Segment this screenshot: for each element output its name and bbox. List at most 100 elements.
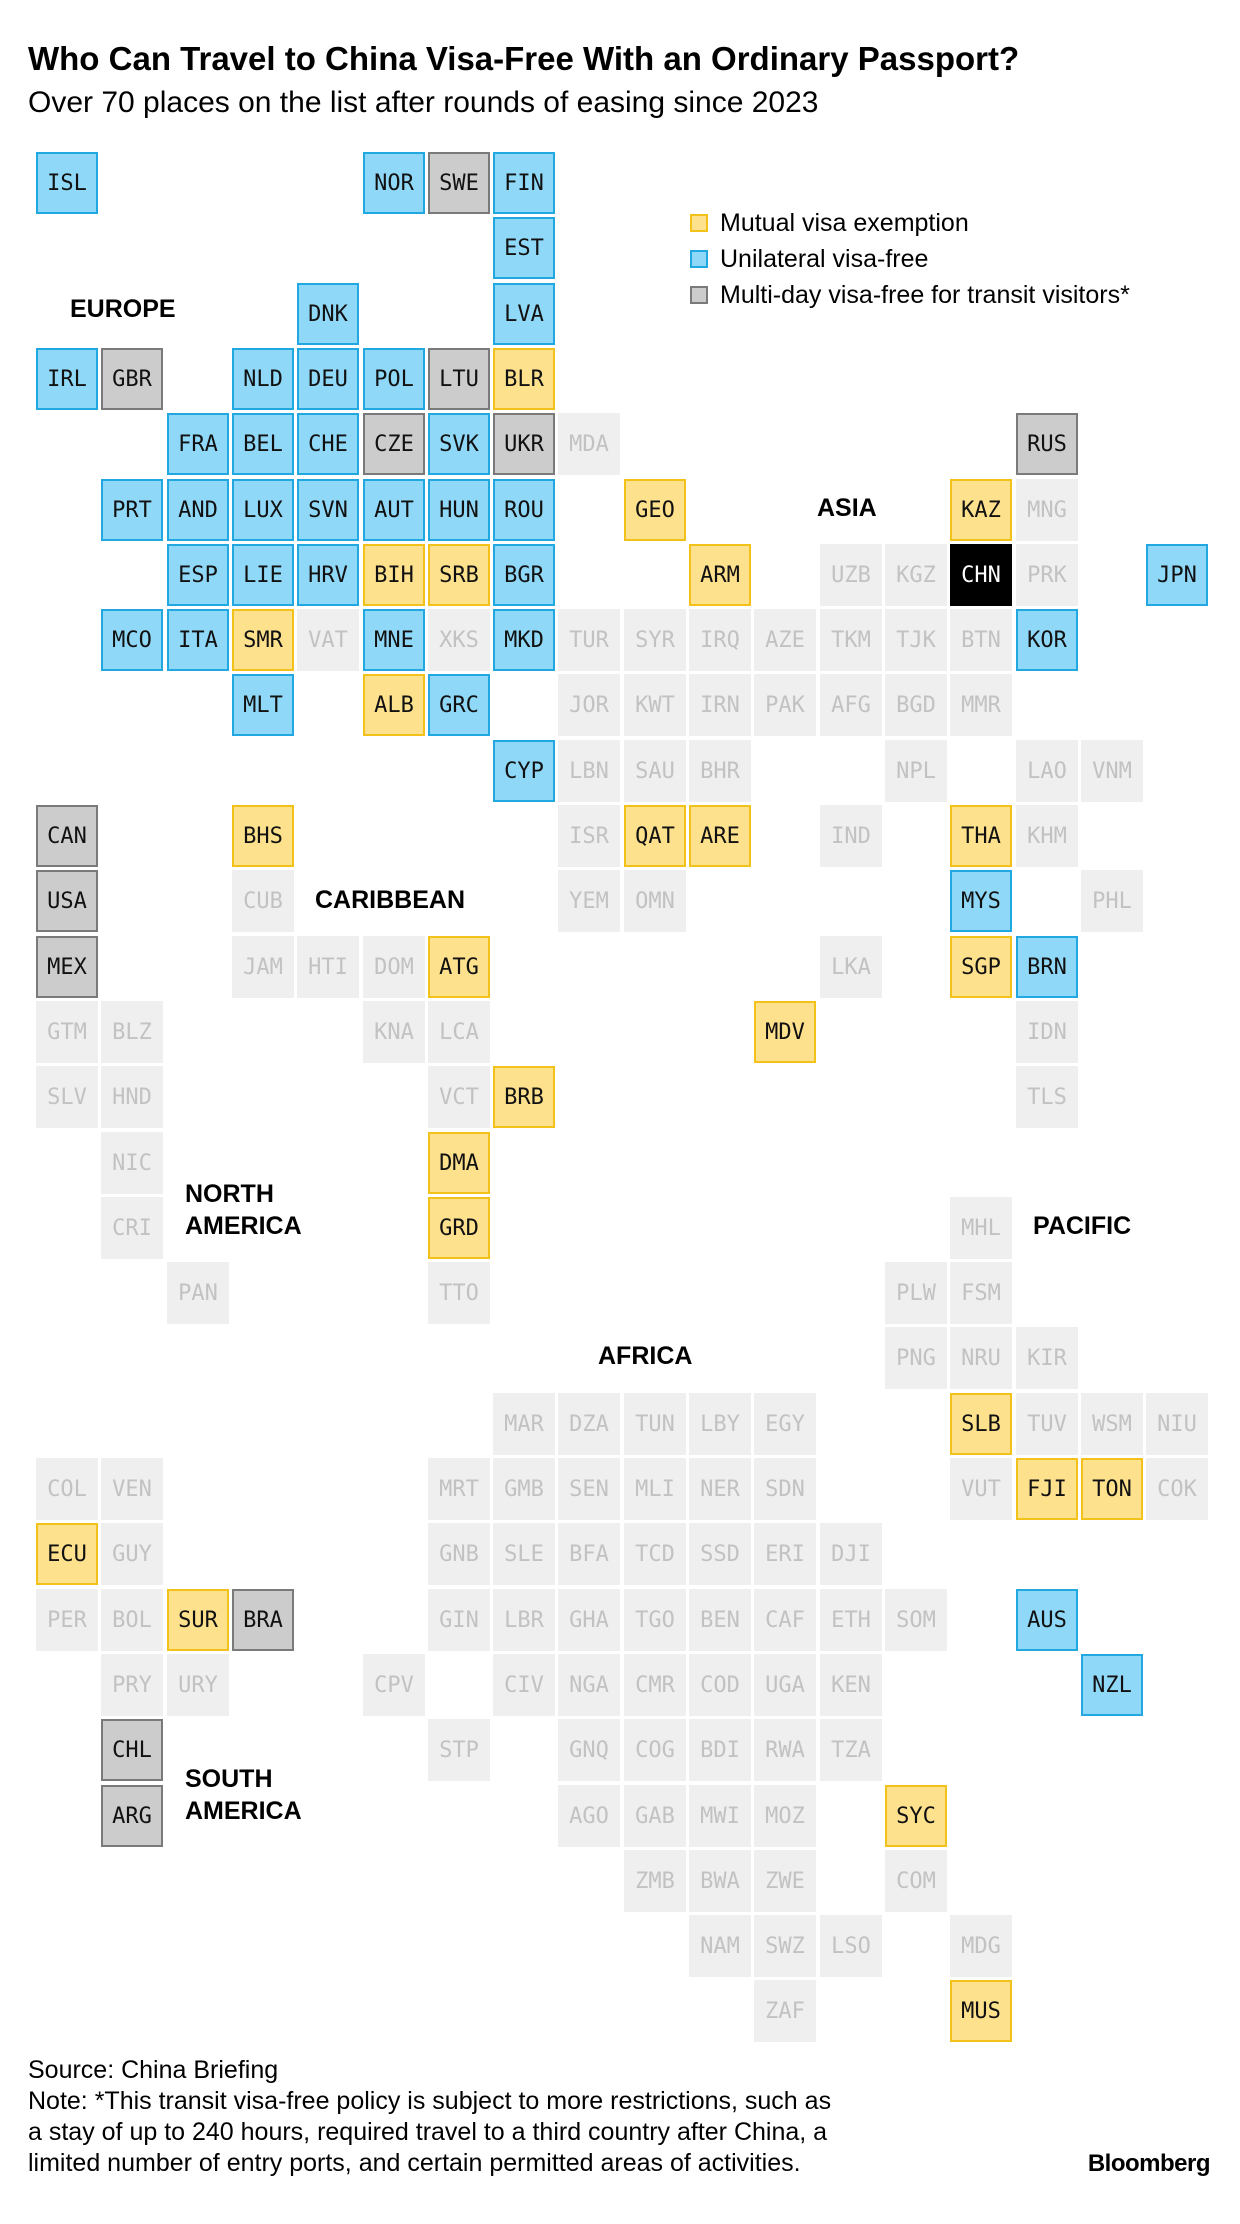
- country-tile-mng: MNG: [1016, 479, 1078, 541]
- country-tile-phl: PHL: [1081, 870, 1143, 932]
- country-tile-mdg: MDG: [950, 1915, 1012, 1977]
- country-tile-tto: TTO: [428, 1262, 490, 1324]
- country-tile-png: PNG: [885, 1327, 947, 1389]
- country-tile-mda: MDA: [558, 413, 620, 475]
- country-tile-nic: NIC: [101, 1132, 163, 1194]
- country-tile-gab: GAB: [624, 1785, 686, 1847]
- country-tile-rus: RUS: [1016, 413, 1078, 475]
- country-tile-cub: CUB: [232, 870, 294, 932]
- country-tile-moz: MOZ: [754, 1785, 816, 1847]
- country-tile-kwt: KWT: [624, 674, 686, 736]
- country-tile-stp: STP: [428, 1719, 490, 1781]
- region-label-caribbean: CARIBBEAN: [315, 886, 465, 914]
- country-tile-hun: HUN: [428, 479, 490, 541]
- country-tile-ssd: SSD: [689, 1523, 751, 1585]
- country-tile-ago: AGO: [558, 1785, 620, 1847]
- country-tile-irl: IRL: [36, 348, 98, 410]
- country-tile-tls: TLS: [1016, 1066, 1078, 1128]
- country-tile-tuv: TUV: [1016, 1393, 1078, 1455]
- source-note: Source: China Briefing: [28, 2056, 279, 2084]
- country-tile-prk: PRK: [1016, 544, 1078, 606]
- country-tile-smr: SMR: [232, 609, 294, 671]
- country-tile-slb: SLB: [950, 1393, 1012, 1455]
- country-tile-nam: NAM: [689, 1915, 751, 1977]
- page-title: Who Can Travel to China Visa-Free With a…: [28, 40, 1020, 77]
- country-tile-gha: GHA: [558, 1589, 620, 1651]
- country-tile-and: AND: [167, 479, 229, 541]
- country-tile-bgr: BGR: [493, 544, 555, 606]
- country-tile-syr: SYR: [624, 609, 686, 671]
- country-tile-irn: IRN: [689, 674, 751, 736]
- country-tile-fra: FRA: [167, 413, 229, 475]
- country-tile-omn: OMN: [624, 870, 686, 932]
- country-tile-kir: KIR: [1016, 1327, 1078, 1389]
- country-tile-pan: PAN: [167, 1262, 229, 1324]
- country-tile-cmr: CMR: [624, 1654, 686, 1716]
- country-tile-grd: GRD: [428, 1197, 490, 1259]
- country-tile-kna: KNA: [363, 1001, 425, 1063]
- country-tile-uzb: UZB: [820, 544, 882, 606]
- country-tile-lao: LAO: [1016, 740, 1078, 802]
- country-tile-sdn: SDN: [754, 1458, 816, 1520]
- country-tile-uga: UGA: [754, 1654, 816, 1716]
- country-tile-deu: DEU: [297, 348, 359, 410]
- country-tile-lka: LKA: [820, 936, 882, 998]
- country-tile-vat: VAT: [297, 609, 359, 671]
- country-tile-dza: DZA: [558, 1393, 620, 1455]
- country-tile-pol: POL: [363, 348, 425, 410]
- country-tile-gtm: GTM: [36, 1001, 98, 1063]
- country-tile-mne: MNE: [363, 609, 425, 671]
- country-tile-cok: COK: [1146, 1458, 1208, 1520]
- country-tile-sur: SUR: [167, 1589, 229, 1651]
- country-tile-tza: TZA: [820, 1719, 882, 1781]
- country-tile-dma: DMA: [428, 1132, 490, 1194]
- country-tile-bdi: BDI: [689, 1719, 751, 1781]
- page-subtitle: Over 70 places on the list after rounds …: [28, 86, 819, 119]
- country-tile-esp: ESP: [167, 544, 229, 606]
- country-tile-ecu: ECU: [36, 1523, 98, 1585]
- country-tile-mus: MUS: [950, 1980, 1012, 2042]
- region-label-north-america: NORTH AMERICA: [185, 1180, 302, 1240]
- country-tile-aze: AZE: [754, 609, 816, 671]
- region-label-africa: AFRICA: [598, 1342, 693, 1370]
- country-tile-bol: BOL: [101, 1589, 163, 1651]
- country-tile-cod: COD: [689, 1654, 751, 1716]
- country-tile-geo: GEO: [624, 479, 686, 541]
- country-tile-kor: KOR: [1016, 609, 1078, 671]
- legend-swatch-mutual: [690, 214, 708, 232]
- country-tile-som: SOM: [885, 1589, 947, 1651]
- country-tile-fin: FIN: [493, 152, 555, 214]
- country-tile-isr: ISR: [558, 805, 620, 867]
- country-tile-cog: COG: [624, 1719, 686, 1781]
- country-tile-chl: CHL: [101, 1719, 163, 1781]
- country-tile-gnq: GNQ: [558, 1719, 620, 1781]
- country-tile-yem: YEM: [558, 870, 620, 932]
- country-tile-bgd: BGD: [885, 674, 947, 736]
- country-tile-tcd: TCD: [624, 1523, 686, 1585]
- note-line-1: Note: *This transit visa-free policy is …: [28, 2087, 832, 2115]
- country-tile-per: PER: [36, 1589, 98, 1651]
- country-tile-jam: JAM: [232, 936, 294, 998]
- country-tile-ita: ITA: [167, 609, 229, 671]
- country-tile-bel: BEL: [232, 413, 294, 475]
- country-tile-pry: PRY: [101, 1654, 163, 1716]
- country-tile-jpn: JPN: [1146, 544, 1208, 606]
- legend-label-mutual: Mutual visa exemption: [720, 208, 969, 237]
- country-tile-mmr: MMR: [950, 674, 1012, 736]
- country-tile-lie: LIE: [232, 544, 294, 606]
- bloomberg-logo: Bloomberg: [1087, 2150, 1211, 2177]
- footer: Source: China Briefing Note: *This trans…: [28, 2055, 831, 2179]
- country-tile-rou: ROU: [493, 479, 555, 541]
- legend-item-transit: Multi-day visa-free for transit visitors…: [690, 277, 1130, 313]
- country-tile-npl: NPL: [885, 740, 947, 802]
- legend-item-unilateral: Unilateral visa-free: [690, 241, 1130, 277]
- country-tile-mar: MAR: [493, 1393, 555, 1455]
- country-tile-chn: CHN: [950, 544, 1012, 606]
- country-tile-nga: NGA: [558, 1654, 620, 1716]
- country-tile-grc: GRC: [428, 674, 490, 736]
- country-tile-bra: BRA: [232, 1589, 294, 1651]
- country-tile-sgp: SGP: [950, 936, 1012, 998]
- country-tile-bhr: BHR: [689, 740, 751, 802]
- country-tile-hti: HTI: [297, 936, 359, 998]
- country-tile-ind: IND: [820, 805, 882, 867]
